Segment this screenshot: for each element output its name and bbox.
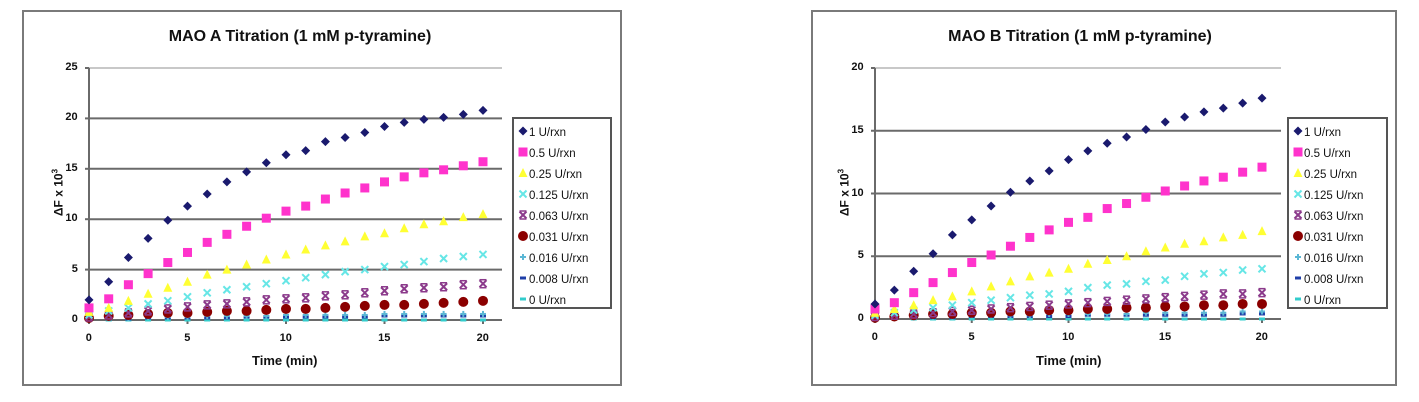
legend-label: 0.25 U/rxn [529, 168, 583, 181]
legend-label: 0.5 U/rxn [1304, 147, 1351, 160]
legend-item: 0.016 U/rxn [518, 248, 610, 269]
x-marker-icon [518, 189, 528, 199]
legend-item: 0.125 U/rxn [1293, 185, 1386, 206]
y-tick-label: 10 [65, 212, 78, 225]
legend-item: 0.031 U/rxn [1293, 227, 1386, 248]
legend-label: 0.031 U/rxn [1304, 231, 1364, 244]
legend-label: 0.008 U/rxn [529, 273, 589, 286]
legend-label: 0.016 U/rxn [529, 252, 589, 265]
series-0-25-u-rxn [870, 226, 1267, 317]
legend-item: 1 U/rxn [518, 122, 610, 143]
dash-marker-icon [520, 276, 526, 280]
legend-label: 0.125 U/rxn [529, 189, 589, 202]
x-tick-label: 15 [1158, 331, 1172, 343]
x-tick-label: 20 [476, 332, 489, 344]
triangle-marker-icon [518, 168, 528, 177]
x-tick-label: 10 [279, 332, 292, 344]
square-marker-icon [518, 147, 528, 157]
legend-item: 0.063 U/rxn [1293, 206, 1386, 227]
y-tick-label: 5 [857, 249, 864, 262]
star-marker-icon [1293, 210, 1303, 220]
y-tick-label: 5 [71, 262, 78, 275]
dash-marker-icon [520, 297, 526, 301]
diamond-marker-icon [1293, 126, 1303, 136]
legend-item: 0.25 U/rxn [518, 164, 610, 185]
y-tick-label: 25 [65, 61, 78, 73]
legend-label: 0.25 U/rxn [1304, 168, 1358, 181]
legend-item: 1 U/rxn [1293, 122, 1386, 143]
x-marker-icon [1293, 189, 1303, 199]
legend-item: 0.5 U/rxn [518, 143, 610, 164]
circle-marker-icon [1293, 231, 1303, 241]
legend-item: 0.008 U/rxn [1293, 269, 1386, 290]
legend-label: 1 U/rxn [1304, 126, 1342, 139]
dash-marker-icon [1295, 276, 1301, 280]
series-0-5-u-rxn [84, 157, 488, 313]
x-tick-label: 0 [85, 332, 92, 344]
legend-label: 0.031 U/rxn [529, 231, 589, 244]
legend-label: 0 U/rxn [1304, 294, 1342, 307]
x-tick-label: 10 [1062, 331, 1075, 343]
series-1-u-rxn [84, 105, 488, 305]
square-marker-icon [1293, 147, 1303, 157]
series-1-u-rxn [870, 93, 1267, 309]
legend-label: 1 U/rxn [529, 126, 567, 139]
chart-a-title: MAO A Titration (1 mM p-tyramine) [168, 28, 432, 45]
y-tick-label: 0 [857, 312, 864, 324]
dash-marker-icon [1295, 297, 1301, 301]
plus-marker-icon [520, 254, 526, 260]
circle-marker-icon [518, 231, 528, 241]
legend-label: 0.5 U/rxn [529, 147, 576, 160]
y-tick-label: 20 [65, 111, 78, 124]
y-tick-label: 15 [851, 123, 864, 136]
x-tick-label: 5 [184, 332, 191, 344]
legend-item: 0 U/rxn [1293, 290, 1386, 311]
legend-item: 0.008 U/rxn [518, 269, 610, 290]
legend-item: 0.5 U/rxn [1293, 143, 1386, 164]
legend-item: 0.031 U/rxn [518, 227, 610, 248]
chart-b-legend: 1 U/rxn 0.5 U/rxn 0.25 U/rxn 0.125 U/rxn 0.0… [1287, 117, 1388, 309]
legend-item: 0.016 U/rxn [1293, 248, 1386, 269]
legend-item: 0 U/rxn [518, 290, 610, 311]
legend-item: 0.063 U/rxn [518, 206, 610, 227]
chart-b-title: MAO B Titration (1 mM p-tyramine) [948, 28, 1212, 45]
x-tick-label: 20 [1255, 331, 1268, 343]
chart-b-x-axis-label: Time (min) [1036, 353, 1102, 368]
chart-a-legend: 1 U/rxn 0.5 U/rxn 0.25 U/rxn 0.125 U/rxn 0.0… [512, 117, 612, 309]
y-tick-label: 10 [851, 186, 864, 199]
x-tick-label: 0 [871, 331, 878, 343]
legend-label: 0 U/rxn [529, 294, 567, 307]
legend-label: 0.008 U/rxn [1304, 273, 1364, 286]
star-marker-icon [518, 210, 528, 220]
x-tick-label: 5 [968, 331, 975, 343]
series-0-5-u-rxn [870, 162, 1267, 314]
legend-label: 0.063 U/rxn [529, 210, 589, 223]
diamond-marker-icon [518, 126, 528, 136]
chart-a-x-axis-label: Time (min) [252, 353, 318, 368]
y-tick-label: 20 [851, 61, 864, 73]
plus-marker-icon [1295, 254, 1301, 260]
legend-item: 0.125 U/rxn [518, 185, 610, 206]
legend-label: 0.063 U/rxn [1304, 210, 1364, 223]
y-tick-label: 0 [71, 313, 78, 325]
legend-item: 0.25 U/rxn [1293, 164, 1386, 185]
legend-label: 0.125 U/rxn [1304, 189, 1364, 202]
x-tick-label: 15 [378, 332, 391, 344]
series-0-125-u-rxn [84, 250, 488, 320]
y-tick-label: 15 [65, 161, 78, 174]
series-0-25-u-rxn [84, 209, 488, 316]
legend-label: 0.016 U/rxn [1304, 252, 1364, 265]
triangle-marker-icon [1293, 168, 1303, 177]
